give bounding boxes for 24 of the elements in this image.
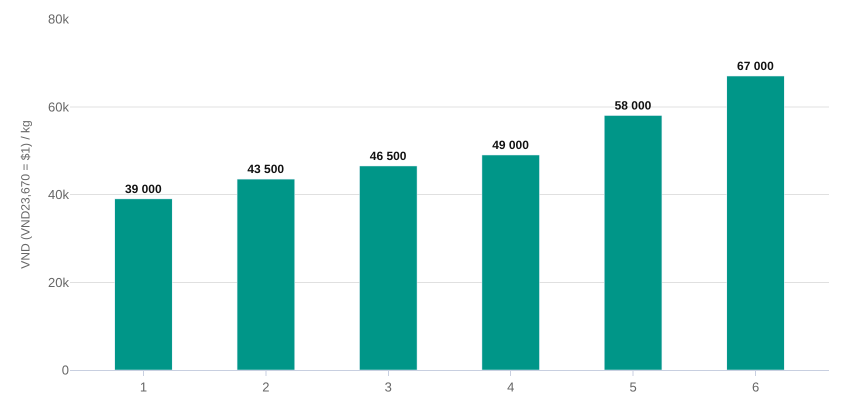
bar (482, 154, 540, 370)
y-tick-label: 80k (48, 12, 70, 27)
data-label: 49 000 (492, 138, 530, 152)
y-tick-label: 40k (48, 187, 70, 202)
x-tick-label: 4 (507, 380, 514, 395)
bar (114, 198, 172, 370)
x-tick-label: 5 (630, 380, 637, 395)
x-tick-label: 6 (752, 380, 760, 395)
bar (604, 115, 662, 370)
data-label: 43 500 (247, 162, 284, 176)
y-tick-label: 60k (48, 99, 70, 114)
x-tick-label: 3 (384, 380, 392, 395)
data-label: 46 500 (370, 148, 407, 163)
x-tick-label: 2 (262, 380, 270, 395)
y-tick-label: 0 (62, 362, 69, 378)
data-label: 39 000 (124, 182, 162, 196)
x-tick-label: 1 (140, 380, 148, 395)
bar (236, 178, 295, 370)
y-tick-label: 20k (48, 274, 70, 290)
bar (726, 76, 785, 370)
y-axis-title: VND (VND23,670 = $1) / kg (18, 120, 32, 269)
data-label: 58 000 (614, 98, 652, 113)
bar (359, 166, 418, 370)
data-label: 67 000 (737, 59, 774, 74)
